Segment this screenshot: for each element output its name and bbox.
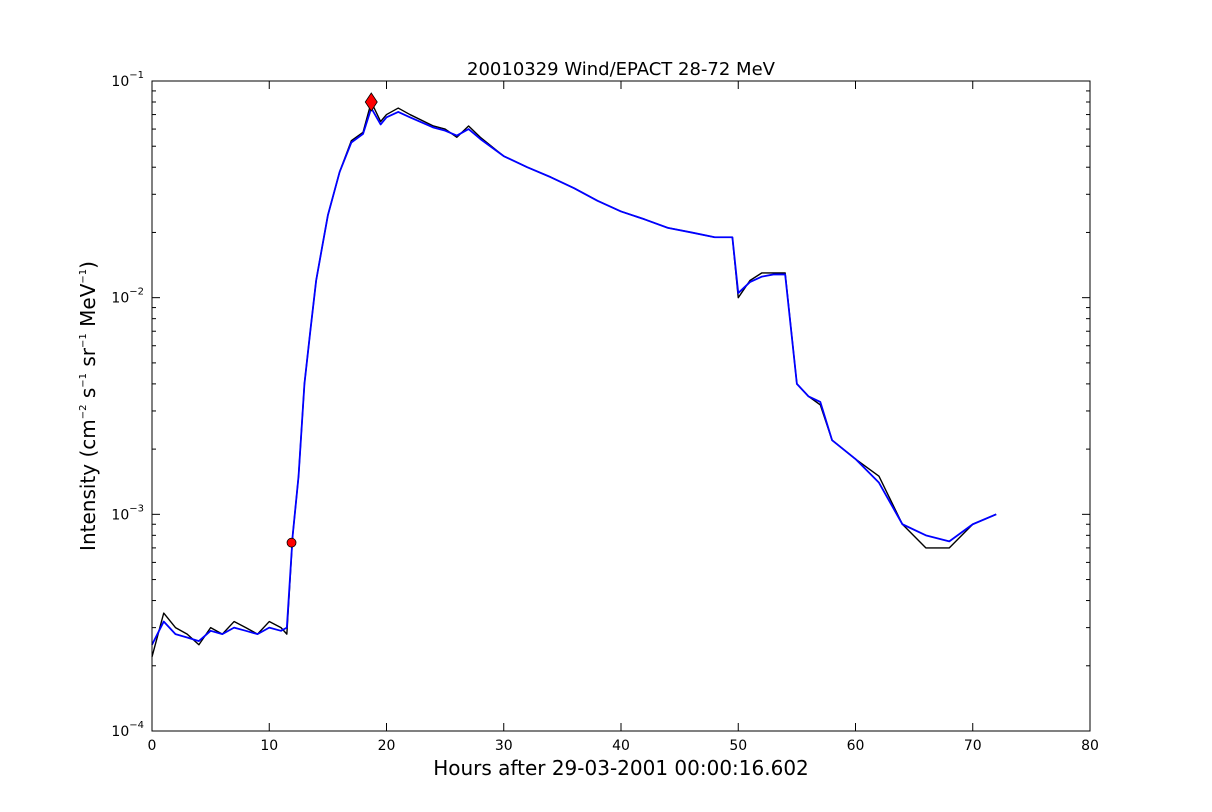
onset-marker <box>286 537 297 548</box>
chart-title: 20010329 Wind/EPACT 28-72 MeV <box>467 59 776 80</box>
x-tick-label: 20 <box>378 738 396 754</box>
plot-frame <box>151 80 1091 732</box>
x-tick-label: 80 <box>1081 738 1099 754</box>
x-tick-label: 70 <box>964 738 982 754</box>
x-tick-label: 60 <box>847 738 865 754</box>
series-line-raw <box>151 101 997 657</box>
x-tick-label: 40 <box>612 738 630 754</box>
peak-marker <box>364 92 378 112</box>
y-axis-label: Intensity (cm−2 s−1 sr−1 MeV−1) <box>76 261 100 551</box>
x-tick-label: 0 <box>148 738 157 754</box>
y-axis-label-exp3: −1 <box>78 333 89 348</box>
series-layer <box>151 101 997 657</box>
series-line-smoothed <box>151 107 997 646</box>
y-tick-label: 10−3 <box>111 503 144 523</box>
y-axis-label-sr: sr <box>76 347 100 373</box>
y-axis-label-mev: MeV <box>76 283 100 333</box>
y-axis-label-s: s <box>76 388 100 405</box>
y-axis-label-exp1: −2 <box>78 405 89 420</box>
y-tick-label: 10−1 <box>111 70 144 90</box>
x-tick-label: 10 <box>260 738 278 754</box>
ticks-layer: 0 10 20 30 40 50 60 70 80 10−4 10−3 10−2 10−1 <box>111 70 1098 754</box>
y-axis-label-exp2: −1 <box>78 373 89 388</box>
y-axis-label-exp4: −1 <box>78 269 89 284</box>
x-tick-label: 30 <box>495 738 513 754</box>
y-axis-label-prefix: Intensity (cm <box>76 419 100 551</box>
y-axis-label-suffix: ) <box>76 261 100 269</box>
y-tick-label: 10−4 <box>111 720 144 740</box>
x-tick-label: 50 <box>729 738 747 754</box>
x-axis-label: Hours after 29-03-2001 00:00:16.602 <box>433 756 809 780</box>
y-tick-label: 10−2 <box>111 287 144 307</box>
markers-layer <box>286 92 378 548</box>
